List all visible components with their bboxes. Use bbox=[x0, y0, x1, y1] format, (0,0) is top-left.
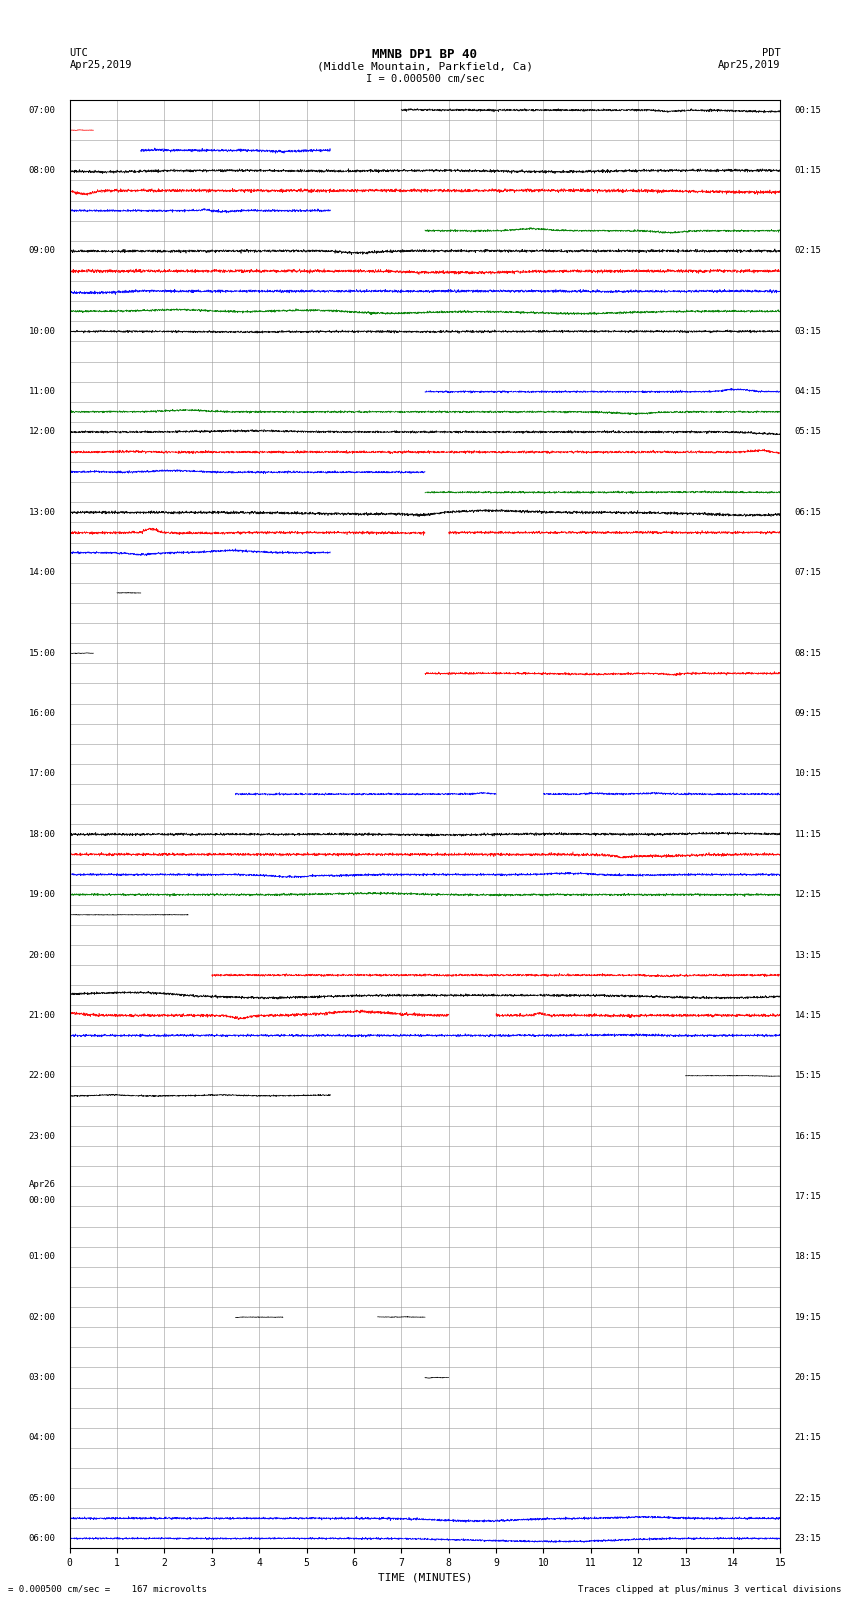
Text: Traces clipped at plus/minus 3 vertical divisions: Traces clipped at plus/minus 3 vertical … bbox=[578, 1584, 842, 1594]
Text: 12:00: 12:00 bbox=[29, 427, 55, 437]
Text: 22:15: 22:15 bbox=[795, 1494, 821, 1503]
Text: 13:00: 13:00 bbox=[29, 508, 55, 516]
Text: 05:15: 05:15 bbox=[795, 427, 821, 437]
Text: 01:00: 01:00 bbox=[29, 1252, 55, 1261]
Text: 02:00: 02:00 bbox=[29, 1313, 55, 1321]
Text: 19:15: 19:15 bbox=[795, 1313, 821, 1321]
Text: Apr25,2019: Apr25,2019 bbox=[717, 60, 780, 69]
Text: 01:15: 01:15 bbox=[795, 166, 821, 174]
Text: 09:00: 09:00 bbox=[29, 247, 55, 255]
Text: 21:00: 21:00 bbox=[29, 1011, 55, 1019]
Text: 23:00: 23:00 bbox=[29, 1132, 55, 1140]
Text: 11:00: 11:00 bbox=[29, 387, 55, 397]
Text: (Middle Mountain, Parkfield, Ca): (Middle Mountain, Parkfield, Ca) bbox=[317, 61, 533, 71]
Text: 17:00: 17:00 bbox=[29, 769, 55, 779]
Text: 21:15: 21:15 bbox=[795, 1434, 821, 1442]
Text: Apr26: Apr26 bbox=[29, 1179, 55, 1189]
Text: 16:15: 16:15 bbox=[795, 1132, 821, 1140]
Text: I = 0.000500 cm/sec: I = 0.000500 cm/sec bbox=[366, 74, 484, 84]
Text: 05:00: 05:00 bbox=[29, 1494, 55, 1503]
Text: 15:00: 15:00 bbox=[29, 648, 55, 658]
Text: 03:00: 03:00 bbox=[29, 1373, 55, 1382]
Text: 22:00: 22:00 bbox=[29, 1071, 55, 1081]
Text: MMNB DP1 BP 40: MMNB DP1 BP 40 bbox=[372, 48, 478, 61]
Text: 13:15: 13:15 bbox=[795, 950, 821, 960]
Text: 03:15: 03:15 bbox=[795, 327, 821, 336]
Text: 20:00: 20:00 bbox=[29, 950, 55, 960]
Text: 00:00: 00:00 bbox=[29, 1195, 55, 1205]
X-axis label: TIME (MINUTES): TIME (MINUTES) bbox=[377, 1573, 473, 1582]
Text: 04:00: 04:00 bbox=[29, 1434, 55, 1442]
Text: 04:15: 04:15 bbox=[795, 387, 821, 397]
Text: 10:00: 10:00 bbox=[29, 327, 55, 336]
Text: 08:00: 08:00 bbox=[29, 166, 55, 174]
Text: 14:00: 14:00 bbox=[29, 568, 55, 577]
Text: UTC: UTC bbox=[70, 48, 88, 58]
Text: PDT: PDT bbox=[762, 48, 780, 58]
Text: 00:15: 00:15 bbox=[795, 105, 821, 115]
Text: 15:15: 15:15 bbox=[795, 1071, 821, 1081]
Text: 17:15: 17:15 bbox=[795, 1192, 821, 1202]
Text: 18:00: 18:00 bbox=[29, 829, 55, 839]
Text: 07:15: 07:15 bbox=[795, 568, 821, 577]
Text: 06:15: 06:15 bbox=[795, 508, 821, 516]
Text: 08:15: 08:15 bbox=[795, 648, 821, 658]
Text: 07:00: 07:00 bbox=[29, 105, 55, 115]
Text: 18:15: 18:15 bbox=[795, 1252, 821, 1261]
Text: 19:00: 19:00 bbox=[29, 890, 55, 898]
Text: Apr25,2019: Apr25,2019 bbox=[70, 60, 133, 69]
Text: 23:15: 23:15 bbox=[795, 1534, 821, 1544]
Text: 12:15: 12:15 bbox=[795, 890, 821, 898]
Text: 06:00: 06:00 bbox=[29, 1534, 55, 1544]
Text: 11:15: 11:15 bbox=[795, 829, 821, 839]
Text: 20:15: 20:15 bbox=[795, 1373, 821, 1382]
Text: 14:15: 14:15 bbox=[795, 1011, 821, 1019]
Text: 16:00: 16:00 bbox=[29, 710, 55, 718]
Text: 10:15: 10:15 bbox=[795, 769, 821, 779]
Text: = 0.000500 cm/sec =    167 microvolts: = 0.000500 cm/sec = 167 microvolts bbox=[8, 1584, 207, 1594]
Text: 02:15: 02:15 bbox=[795, 247, 821, 255]
Text: 09:15: 09:15 bbox=[795, 710, 821, 718]
